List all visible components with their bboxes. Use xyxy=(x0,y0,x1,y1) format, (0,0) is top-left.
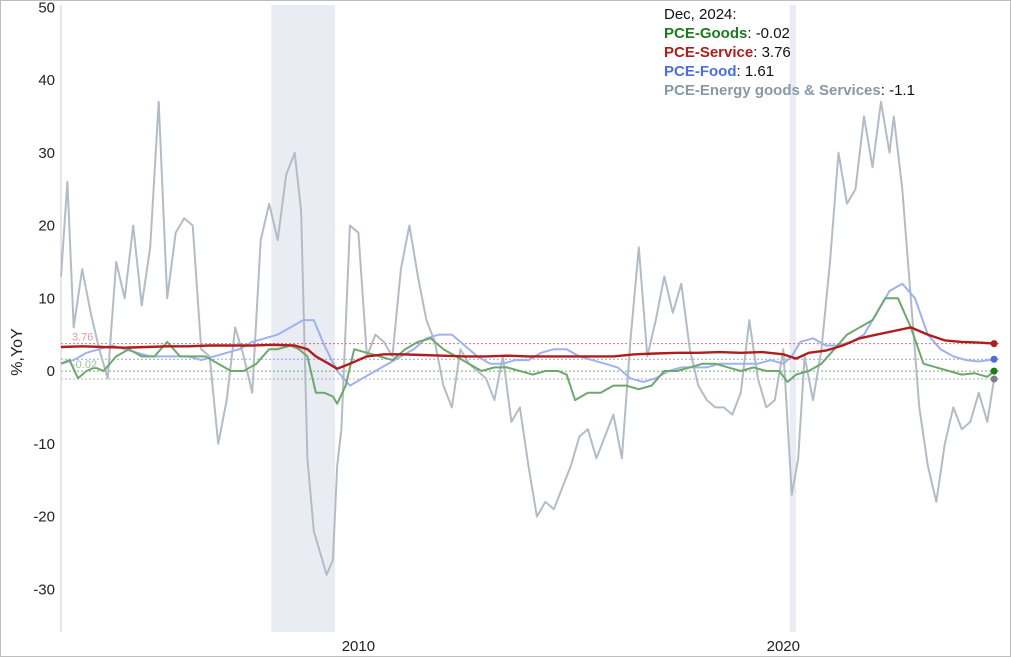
legend-energy-name: PCE-Energy goods & Services xyxy=(664,82,881,99)
recession-band-1 xyxy=(789,5,797,632)
y-tick-label: 10 xyxy=(38,290,55,307)
legend: Dec, 2024: PCE-Goods: -0.02 PCE-Service:… xyxy=(664,5,915,100)
series-end-point-0 xyxy=(990,375,998,383)
legend-energy-value: -1.1 xyxy=(889,82,915,99)
legend-goods-name: PCE-Goods xyxy=(664,25,748,42)
y-tick-label: -20 xyxy=(33,509,55,526)
series-end-point-1 xyxy=(990,355,998,363)
series-line-2 xyxy=(60,297,995,405)
legend-service-name: PCE-Service xyxy=(664,44,754,61)
y-tick-label: 50 xyxy=(38,0,55,16)
x-axis-ticks: 2010 2020 xyxy=(342,638,800,655)
y-tick-label: -30 xyxy=(33,581,55,598)
y-axis-label: %,YoY xyxy=(9,328,26,376)
series-end-point-2 xyxy=(990,367,998,375)
legend-item-energy: PCE-Energy goods & Services: -1.1 xyxy=(664,82,915,99)
y-tick-label: 0 xyxy=(47,363,55,380)
legend-service-value: 3.76 xyxy=(761,44,791,61)
series-line-3 xyxy=(60,326,995,370)
x-tick-label: 2020 xyxy=(767,638,800,655)
legend-item-goods: PCE-Goods: -0.02 xyxy=(664,25,790,42)
legend-food-value: 1.61 xyxy=(744,63,775,80)
recession-bands xyxy=(271,5,797,632)
y-tick-label: 20 xyxy=(38,218,55,235)
series-line-0 xyxy=(60,100,996,576)
series-line-1 xyxy=(60,282,995,387)
y-tick-label: -10 xyxy=(33,436,55,453)
x-tick-label: 2010 xyxy=(342,638,375,655)
end-value-label: 3.76 xyxy=(72,332,93,344)
end-value-label: -0.02 xyxy=(72,359,97,371)
series-lines xyxy=(60,100,998,576)
legend-item-food: PCE-Food: 1.61 xyxy=(664,63,775,80)
y-axis-ticks: 50 40 30 20 10 0 -10 -20 -30 xyxy=(33,0,55,598)
legend-food-name: PCE-Food xyxy=(664,63,737,80)
y-tick-label: 30 xyxy=(38,145,55,162)
y-tick-label: 40 xyxy=(38,72,55,89)
legend-date: Dec, 2024: xyxy=(664,6,737,23)
series-end-point-3 xyxy=(990,340,998,348)
legend-goods-value: -0.02 xyxy=(755,25,790,42)
legend-item-service: PCE-Service: 3.76 xyxy=(664,44,791,61)
end-value-labels: 3.76 -0.02 xyxy=(72,332,97,371)
